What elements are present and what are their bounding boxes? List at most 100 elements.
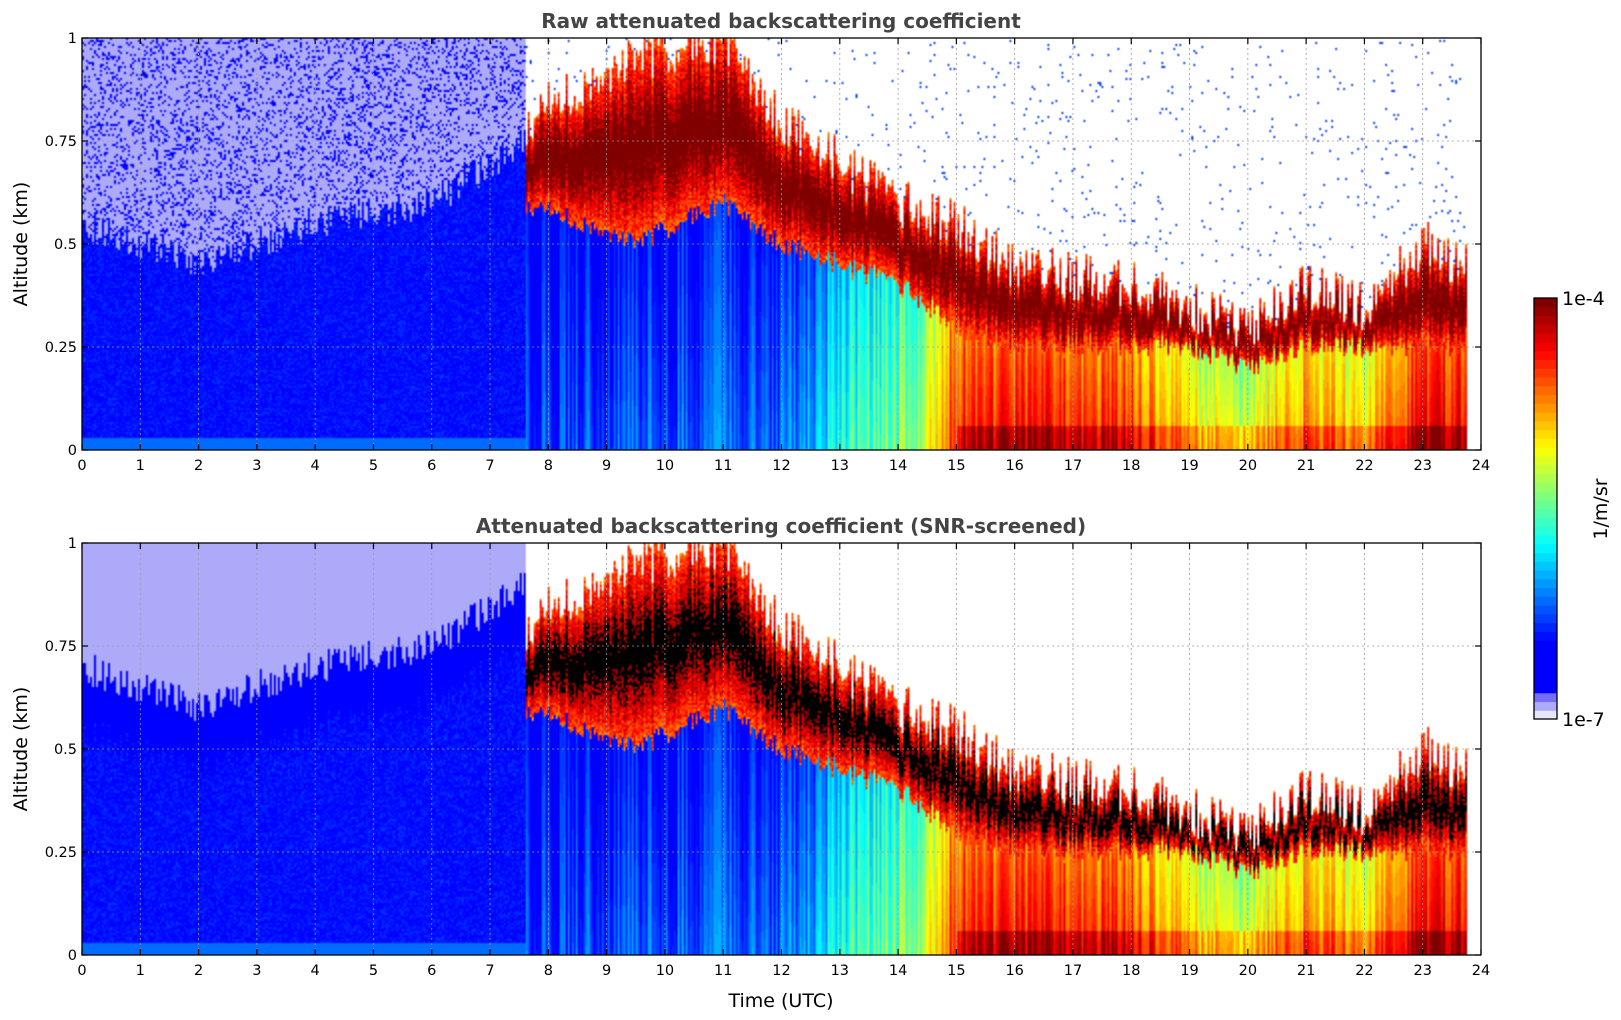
colorbar-step [1534, 464, 1557, 475]
colorbar-step [1534, 333, 1557, 343]
colorbar-max-label: 1e-4 [1562, 288, 1605, 310]
colorbar-step [1534, 403, 1557, 413]
x-tick-label: 15 [947, 963, 965, 979]
colorbar-step [1534, 455, 1557, 466]
x-tick-label: 20 [1239, 963, 1257, 979]
x-tick-label: 16 [1005, 963, 1023, 979]
colorbar-step [1534, 701, 1557, 711]
colorbar-step [1534, 648, 1557, 659]
x-tick-label: 14 [889, 963, 907, 979]
colorbar-gradient [1534, 298, 1557, 720]
y-tick-label: 0.5 [54, 742, 77, 758]
x-tick-label: 9 [602, 963, 611, 979]
plot-area: 0 1 2 3 4 5 6 7 8 9 10 11 12 13 14 15 16 17 18 19 20 21 22 23 24… [45, 536, 1491, 979]
x-tick-label: 9 [602, 458, 611, 474]
colorbar-step [1534, 368, 1557, 378]
axis-ticks: 0 1 2 3 4 5 6 7 8 9 10 11 12 13 14 15 16 17 18 19 20 21 22 23 24… [45, 536, 1491, 979]
plot-area: 0 1 2 3 4 5 6 7 8 9 10 11 12 13 14 15 16 17 18 19 20 21 22 23 24… [45, 31, 1491, 474]
grid [82, 38, 1481, 450]
y-tick-label: 0 [68, 948, 77, 964]
x-tick-label: 10 [656, 458, 674, 474]
x-tick-label: 16 [1005, 458, 1023, 474]
x-tick-label: 6 [427, 458, 436, 474]
colorbar-step [1534, 315, 1557, 325]
x-tick-label: 2 [194, 963, 203, 979]
colorbar-step [1534, 429, 1557, 439]
x-tick-label: 8 [544, 963, 553, 979]
colorbar-step [1534, 631, 1557, 641]
x-tick-label: 3 [252, 963, 261, 979]
x-tick-label: 18 [1122, 458, 1140, 474]
x-tick-label: 4 [311, 458, 320, 474]
x-tick-label: 6 [427, 963, 436, 979]
colorbar-step [1534, 692, 1557, 703]
x-tick-label: 23 [1413, 963, 1431, 979]
colorbar-step [1534, 306, 1557, 317]
colorbar-step [1534, 490, 1557, 501]
x-tick-label: 11 [714, 458, 732, 474]
x-tick-label: 21 [1297, 963, 1315, 979]
x-tick-label: 22 [1355, 458, 1373, 474]
x-tick-label: 22 [1355, 963, 1373, 979]
colorbar-step [1534, 640, 1557, 650]
colorbar-step [1534, 587, 1557, 597]
colorbar-step [1534, 710, 1557, 720]
colorbar-min-label: 1e-7 [1562, 709, 1605, 731]
colorbar-step [1534, 298, 1557, 308]
x-tick-label: 7 [485, 458, 494, 474]
colorbar-step [1534, 604, 1557, 615]
colorbar-step [1534, 385, 1557, 396]
y-tick-label: 0.25 [45, 340, 77, 356]
y-tick-label: 1 [68, 31, 77, 47]
colorbar-frame [1533, 297, 1558, 720]
x-tick-label: 17 [1064, 963, 1082, 979]
colorbar-step [1534, 657, 1557, 667]
x-tick-label: 2 [194, 458, 203, 474]
colorbar-step [1534, 324, 1557, 334]
colorbar-unit-label: 1/m/sr [1590, 478, 1612, 539]
x-tick-label: 18 [1122, 963, 1140, 979]
x-tick-label: 4 [311, 963, 320, 979]
colorbar-step [1534, 675, 1557, 685]
colorbar-step [1534, 596, 1557, 606]
colorbar-step [1534, 394, 1557, 404]
x-tick-label: 1 [136, 458, 145, 474]
panel-title: Raw attenuated backscattering coefficien… [541, 9, 1021, 33]
y-tick-label: 0 [68, 443, 77, 459]
x-tick-label: 5 [369, 963, 378, 979]
colorbar-step [1534, 683, 1557, 694]
colorbar-step [1534, 376, 1557, 387]
colorbar-step [1534, 350, 1557, 360]
colorbar-step [1534, 412, 1557, 422]
x-tick-label: 15 [947, 458, 965, 474]
colorbar-step [1534, 359, 1557, 369]
x-tick-label: 24 [1472, 963, 1490, 979]
axis-ticks: 0 1 2 3 4 5 6 7 8 9 10 11 12 13 14 15 16 17 18 19 20 21 22 23 24… [45, 31, 1491, 474]
x-tick-label: 19 [1180, 963, 1198, 979]
x-tick-label: 12 [772, 458, 790, 474]
x-tick-label: 24 [1472, 458, 1490, 474]
colorbar-step [1534, 438, 1557, 448]
x-tick-label: 12 [772, 963, 790, 979]
colorbar-step [1534, 420, 1557, 431]
x-tick-label: 19 [1180, 458, 1198, 474]
colorbar-step [1534, 508, 1557, 518]
y-tick-label: 0.25 [45, 845, 77, 861]
x-tick-label: 17 [1064, 458, 1082, 474]
colorbar-step [1534, 543, 1557, 553]
x-tick-label: 10 [656, 963, 674, 979]
x-tick-label: 3 [252, 458, 261, 474]
grid [82, 543, 1481, 955]
colorbar-step [1534, 613, 1557, 624]
x-tick-label: 14 [889, 458, 907, 474]
x-tick-label: 0 [77, 458, 86, 474]
panel-title: Attenuated backscattering coefficient (S… [476, 514, 1086, 538]
colorbar-step [1534, 482, 1557, 492]
colorbar-step [1534, 341, 1557, 352]
x-tick-label: 11 [714, 963, 732, 979]
x-tick-label: 13 [831, 458, 849, 474]
y-tick-label: 1 [68, 536, 77, 552]
colorbar-step [1534, 447, 1557, 457]
colorbar-step [1534, 499, 1557, 510]
